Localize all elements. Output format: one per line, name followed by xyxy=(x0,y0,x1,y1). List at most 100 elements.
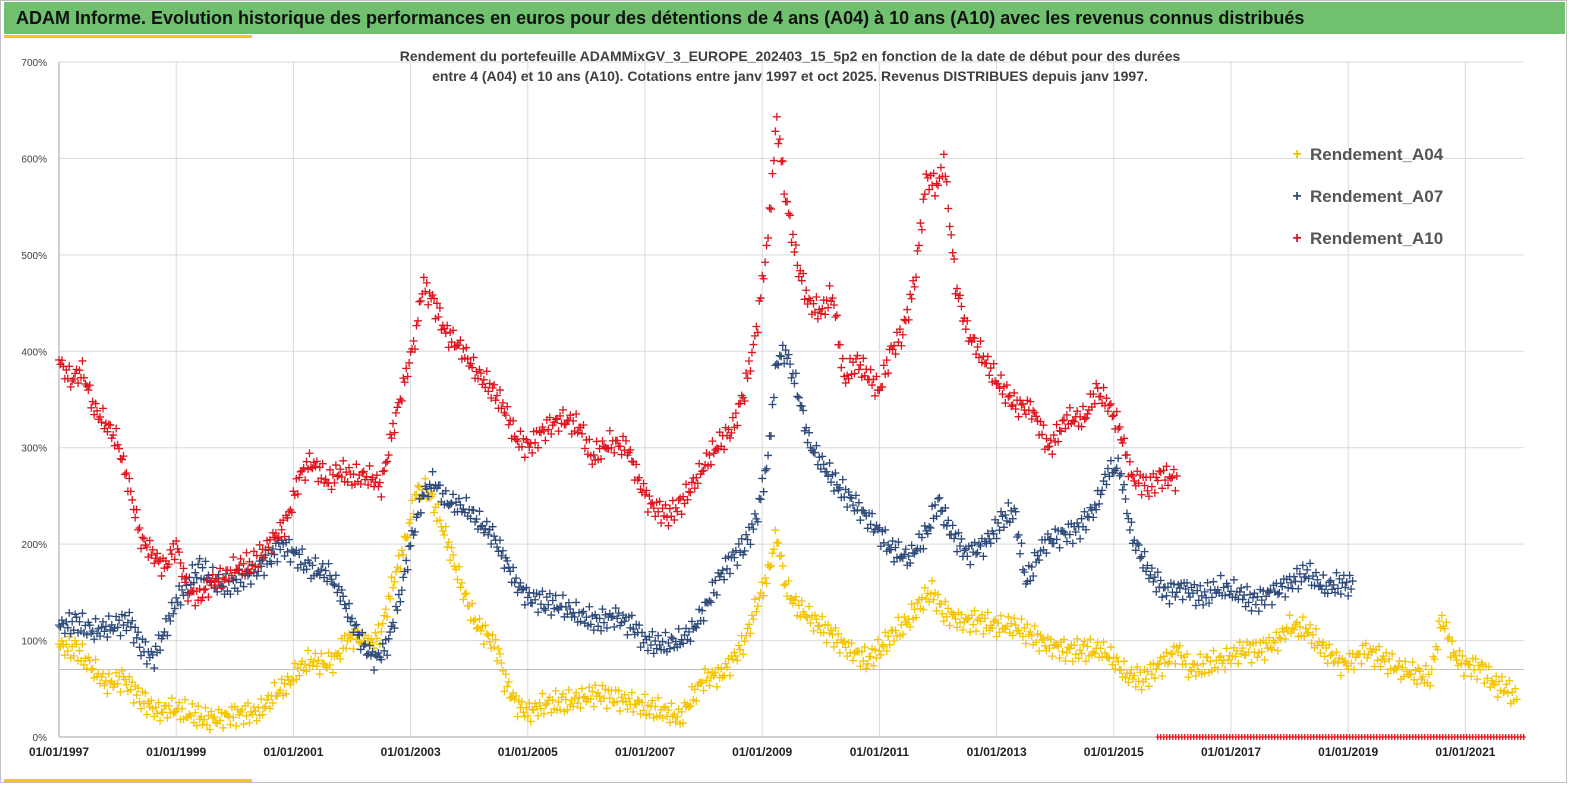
point-rendement_a07 xyxy=(654,631,663,640)
point-rendement_a04 xyxy=(163,713,172,722)
point-rendement_a07 xyxy=(737,534,746,543)
point-rendement_a04 xyxy=(1011,621,1020,630)
point-rendement_a04 xyxy=(740,637,749,646)
point-rendement_a07 xyxy=(386,628,395,637)
point-rendement_a04 xyxy=(334,649,343,658)
point-rendement_a07 xyxy=(348,614,356,623)
point-rendement_a10 xyxy=(1083,409,1092,418)
point-rendement_a10 xyxy=(396,395,405,404)
point-rendement_a07 xyxy=(362,650,371,659)
point-rendement_a07 xyxy=(756,495,765,504)
point-rendement_a07 xyxy=(906,559,915,568)
point-rendement_a10 xyxy=(1052,420,1061,429)
point-rendement_a10 xyxy=(239,559,248,568)
point-rendement_a04 xyxy=(557,693,566,702)
point-rendement_a07 xyxy=(1133,539,1142,548)
point-rendement_a10 xyxy=(449,326,458,335)
point-rendement_a07 xyxy=(276,545,285,554)
point-rendement_a04 xyxy=(435,516,444,525)
point-rendement_a07 xyxy=(643,646,652,655)
point-rendement_a10 xyxy=(654,507,663,516)
point-rendement_a04 xyxy=(712,682,721,691)
point-rendement_a07 xyxy=(1216,571,1225,580)
point-rendement_a10 xyxy=(1172,471,1181,480)
point-rendement_a10 xyxy=(345,463,354,472)
point-rendement_a10 xyxy=(321,475,330,484)
point-rendement_a04 xyxy=(309,657,318,666)
point-rendement_a10 xyxy=(1108,412,1117,421)
point-rendement_a07 xyxy=(1191,601,1200,610)
point-rendement_a07 xyxy=(415,494,424,503)
point-rendement_a10 xyxy=(764,233,773,242)
point-rendement_a04 xyxy=(932,606,941,615)
point-rendement_a07 xyxy=(739,550,748,559)
point-rendement_a07 xyxy=(904,552,913,561)
point-rendement_a10 xyxy=(563,416,572,425)
point-rendement_a04 xyxy=(125,672,134,681)
point-rendement_a07 xyxy=(635,621,644,630)
point-rendement_a04 xyxy=(873,635,882,644)
y-tick-label: 400% xyxy=(21,347,47,358)
point-rendement_a04 xyxy=(658,713,667,722)
point-rendement_a10 xyxy=(1134,479,1143,488)
legend: + Rendement_A04 + Rendement_A07 + Rendem… xyxy=(1290,134,1443,260)
point-rendement_a04 xyxy=(1373,656,1382,665)
baseline-marker xyxy=(1521,734,1526,740)
point-rendement_a07 xyxy=(1140,547,1149,556)
point-rendement_a07 xyxy=(955,541,964,550)
point-rendement_a07 xyxy=(330,581,339,590)
point-rendement_a04 xyxy=(919,605,928,614)
point-rendement_a07 xyxy=(578,608,587,617)
point-rendement_a07 xyxy=(72,613,81,622)
point-rendement_a07 xyxy=(340,600,349,609)
point-rendement_a10 xyxy=(747,348,756,357)
point-rendement_a07 xyxy=(321,566,330,575)
point-rendement_a07 xyxy=(1029,572,1038,581)
point-rendement_a10 xyxy=(1032,412,1041,421)
point-rendement_a04 xyxy=(494,644,503,653)
point-rendement_a04 xyxy=(777,551,786,560)
point-rendement_a07 xyxy=(115,616,124,625)
point-rendement_a07 xyxy=(1095,499,1104,508)
point-rendement_a07 xyxy=(627,611,636,620)
point-rendement_a04 xyxy=(1137,685,1146,694)
point-rendement_a07 xyxy=(189,578,198,587)
point-rendement_a10 xyxy=(69,374,78,383)
point-rendement_a04 xyxy=(1090,649,1099,658)
point-rendement_a10 xyxy=(632,460,641,469)
point-rendement_a10 xyxy=(677,510,686,519)
point-rendement_a04 xyxy=(857,647,866,656)
point-rendement_a07 xyxy=(328,579,337,588)
point-rendement_a10 xyxy=(137,544,146,553)
point-rendement_a07 xyxy=(1183,578,1192,587)
point-rendement_a04 xyxy=(374,620,383,629)
point-rendement_a07 xyxy=(393,606,402,615)
point-rendement_a10 xyxy=(235,561,244,570)
point-rendement_a07 xyxy=(369,666,378,675)
point-rendement_a07 xyxy=(302,565,311,574)
point-rendement_a04 xyxy=(992,632,1001,641)
point-rendement_a04 xyxy=(1048,652,1057,661)
point-rendement_a04 xyxy=(1187,667,1196,676)
point-rendement_a04 xyxy=(703,668,712,677)
point-rendement_a07 xyxy=(803,438,812,447)
point-rendement_a07 xyxy=(1065,530,1074,539)
point-rendement_a10 xyxy=(1159,466,1168,475)
point-rendement_a04 xyxy=(539,709,548,718)
point-rendement_a04 xyxy=(1213,665,1222,674)
point-rendement_a10 xyxy=(301,476,310,485)
point-rendement_a04 xyxy=(488,630,497,639)
point-rendement_a07 xyxy=(1008,514,1017,523)
point-rendement_a04 xyxy=(818,612,827,621)
point-rendement_a04 xyxy=(1040,641,1049,650)
point-rendement_a04 xyxy=(1266,643,1275,652)
point-rendement_a07 xyxy=(834,485,843,494)
point-rendement_a07 xyxy=(1080,507,1089,516)
point-rendement_a04 xyxy=(239,720,248,729)
point-rendement_a04 xyxy=(648,696,657,705)
point-rendement_a07 xyxy=(1127,518,1136,527)
point-rendement_a07 xyxy=(734,539,743,548)
point-rendement_a07 xyxy=(970,538,979,547)
point-rendement_a10 xyxy=(1005,391,1014,400)
point-rendement_a07 xyxy=(1158,593,1167,602)
